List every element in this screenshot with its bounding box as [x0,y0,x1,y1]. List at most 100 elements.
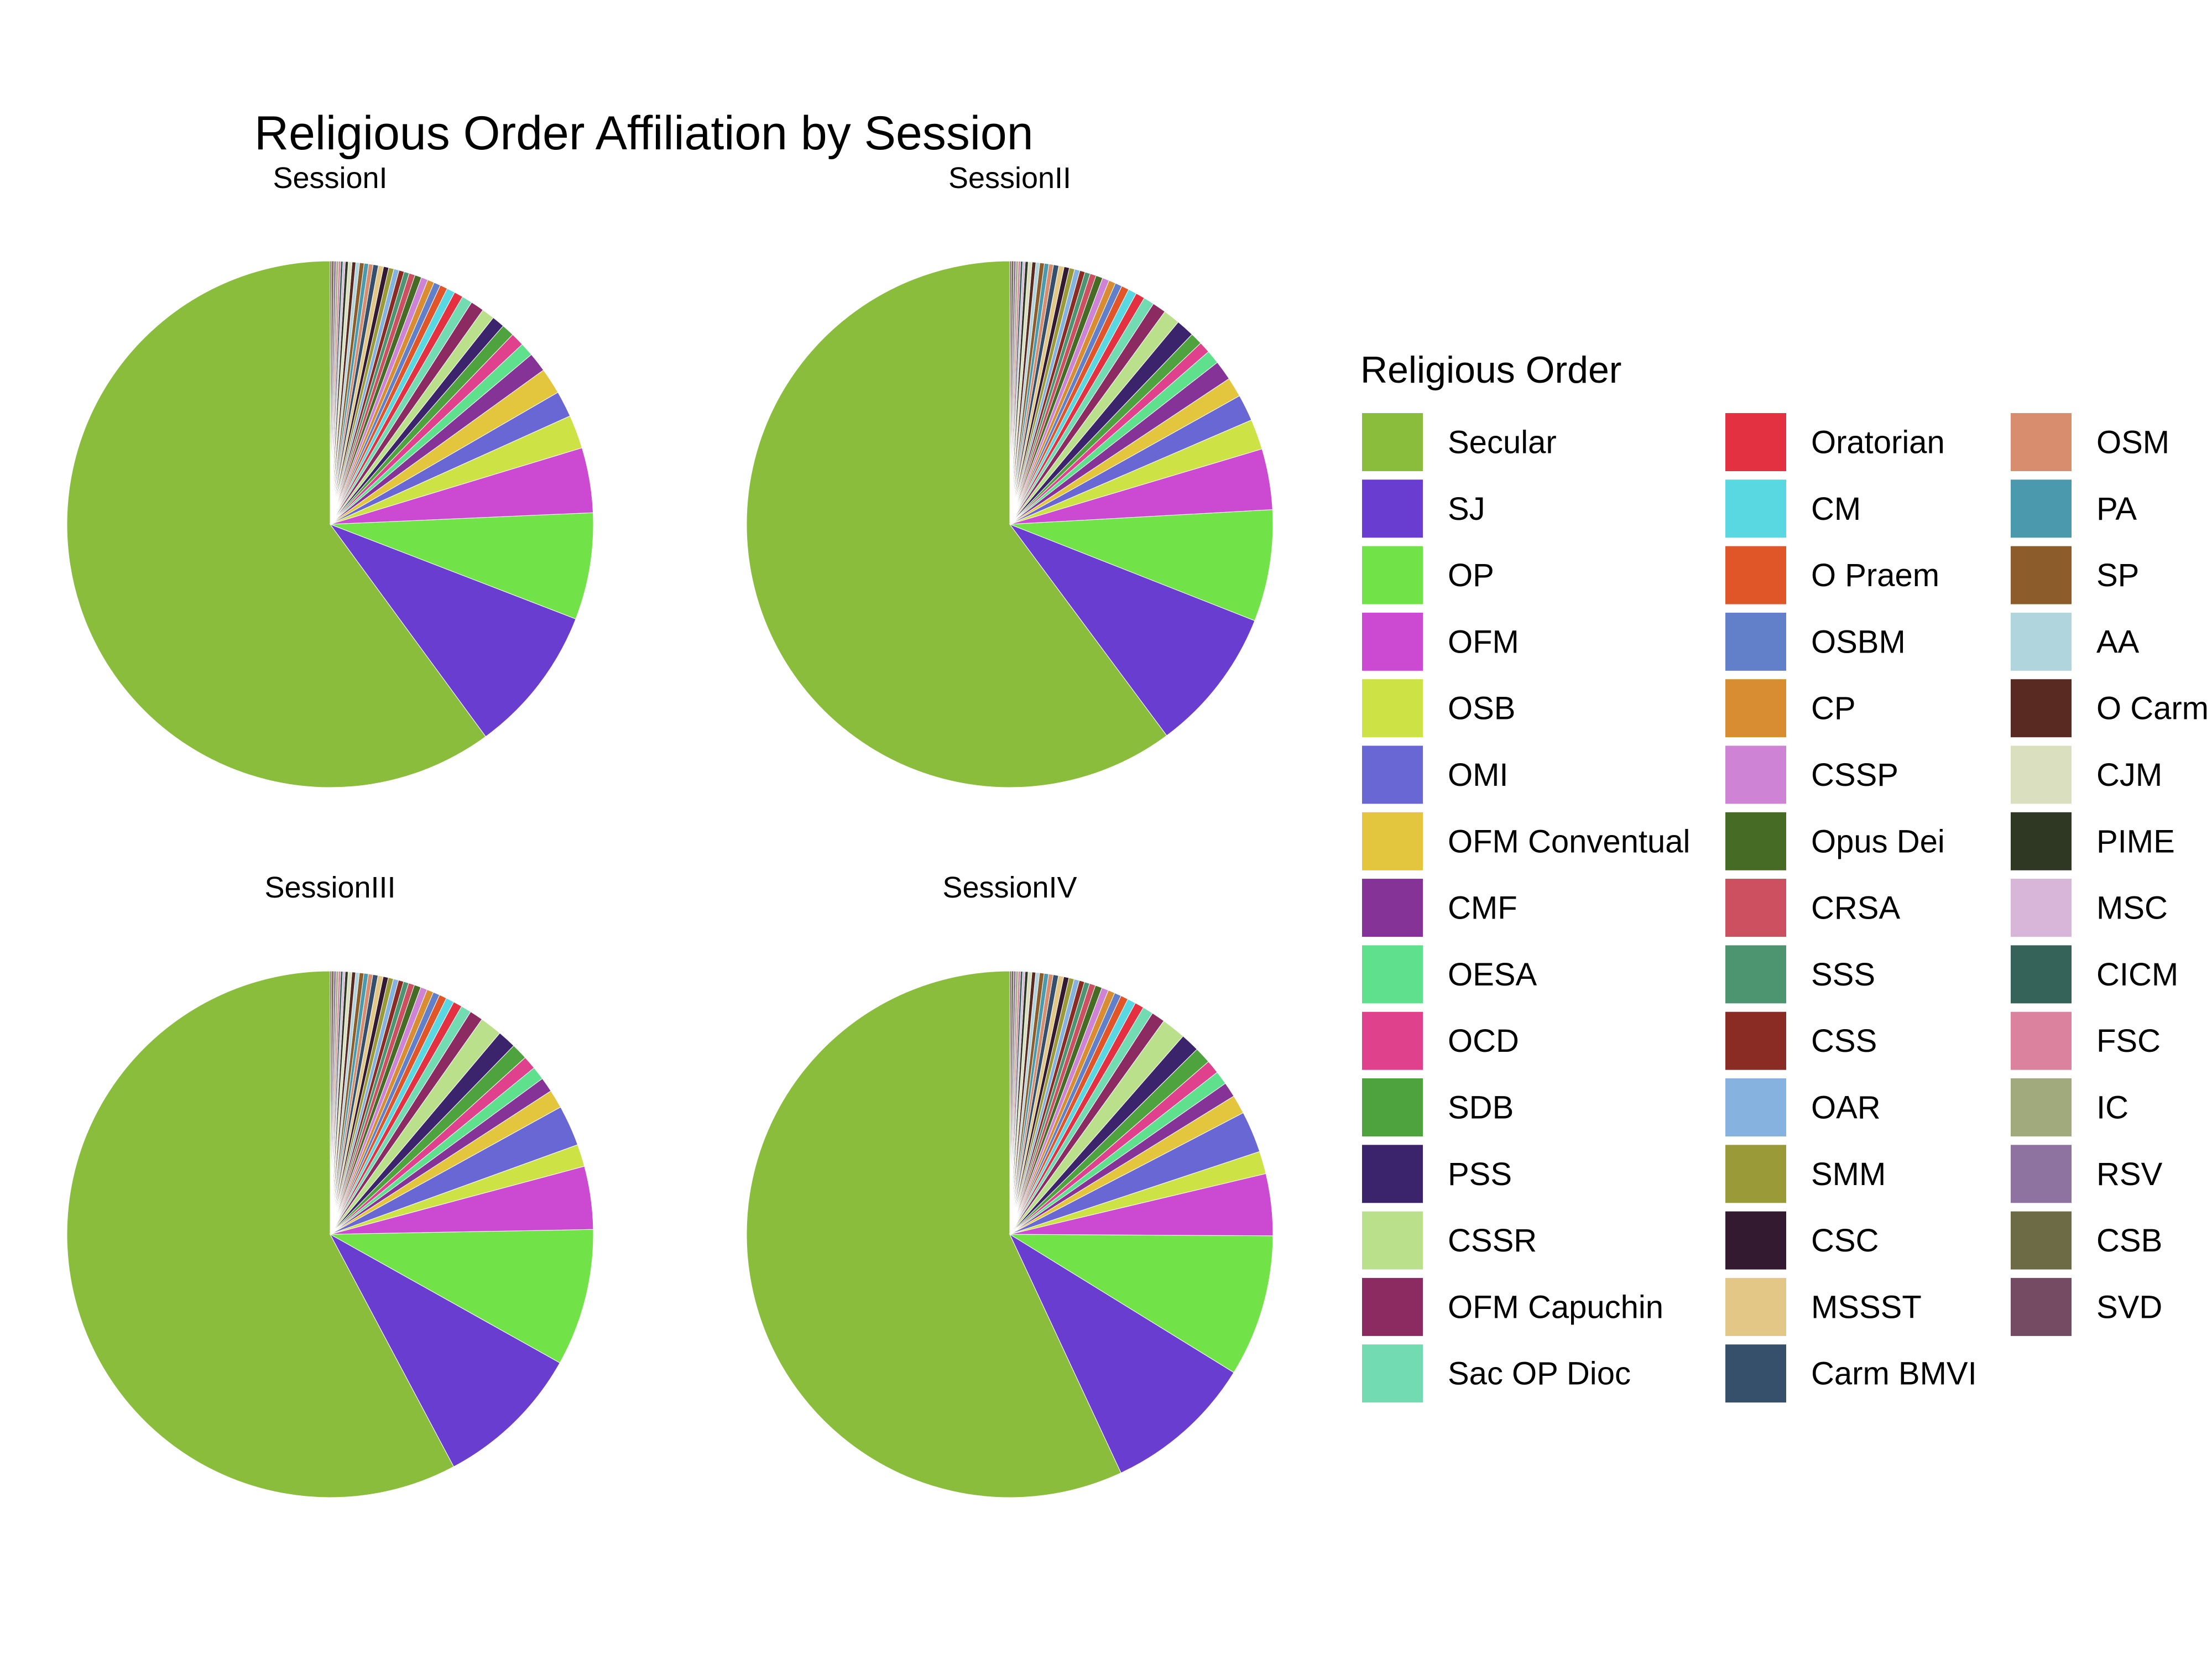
legend-swatch [2011,745,2072,804]
legend-item-cssp: CSSP [1725,745,1898,804]
legend-swatch [1362,1011,1423,1070]
pie-slice-sessioni-op [330,512,594,619]
legend-swatch [1725,679,1786,738]
legend-label: OAR [1811,1090,1881,1126]
legend-swatch [2011,1011,2072,1070]
legend-item-osb: OSB [1362,679,1516,738]
legend-label: CM [1811,491,1861,527]
legend-item-op: OP [1362,546,1494,604]
pie-slice-sessioniv-op [1009,1234,1274,1373]
legend-item-css: CSS [1725,1011,1877,1070]
legend-swatch [2011,1078,2072,1136]
legend-item-fsc: FSC [2011,1011,2161,1070]
pie-slice-sessioniii-sj [329,1233,561,1467]
panel-label-session-4: SessionIV [942,871,1077,904]
legend-item-crsa: CRSA [1725,879,1900,937]
legend-swatch [2011,945,2072,1004]
legend-label: CSS [1811,1023,1877,1059]
legend-item-o-carm: O Carm [2011,679,2209,738]
legend-label: OFM [1448,624,1519,660]
legend-label: Secular [1448,425,1557,461]
legend-swatch [1362,413,1423,471]
legend-swatch [1725,945,1786,1004]
legend-swatch [1725,1211,1786,1270]
legend-label: CJM [2096,757,2162,793]
legend-label: CP [1811,691,1856,727]
legend-swatch [1362,1211,1423,1270]
legend-item-sac-op-dioc: Sac OP Dioc [1362,1344,1631,1403]
legend-swatch [2011,879,2072,937]
legend-item-ofm-capuchin: OFM Capuchin [1362,1277,1663,1336]
legend-item-sdb: SDB [1362,1078,1514,1136]
legend-label: O Praem [1811,557,1939,593]
legend-label: FSC [2096,1023,2161,1059]
legend-item-cmf: CMF [1362,879,1517,937]
legend-label: OSM [2096,425,2169,461]
legend-item-pss: PSS [1362,1145,1512,1203]
legend-label: Opus Dei [1811,823,1945,859]
legend-label: CICM [2096,957,2178,993]
legend-item-sp: SP [2011,546,2139,604]
legend-item-svd: SVD [2011,1277,2162,1336]
legend-swatch [1725,745,1786,804]
legend-swatch [1725,1277,1786,1336]
legend-label: CSB [2096,1223,2162,1259]
legend-swatch [1362,679,1423,738]
legend-swatch [1362,812,1423,870]
legend-label: PA [2096,491,2137,527]
legend-item-ofm-conventual: OFM Conventual [1362,812,1690,870]
legend-swatch [1362,879,1423,937]
pie-slice-sessionii-sj [1009,523,1255,736]
legend-swatch [2011,413,2072,471]
legend-swatch [1362,745,1423,804]
legend-label: OFM Conventual [1448,823,1690,859]
legend-label: CMF [1448,890,1517,926]
legend-label: OMI [1448,757,1509,793]
legend-swatch [1362,1344,1423,1403]
pie-slice-sessioniii-op [329,1229,594,1364]
legend-item-oratorian: Oratorian [1725,413,1945,471]
legend-item-pa: PA [2011,479,2137,538]
legend-item-cp: CP [1725,679,1856,738]
legend-swatch [2011,479,2072,538]
legend-label: IC [2096,1090,2128,1126]
legend-title: Religious Order [1360,349,1621,391]
legend-swatch [2011,612,2072,671]
legend-swatch [1362,612,1423,671]
legend-swatch [2011,679,2072,738]
pie-slice-sessionii-secular [746,260,1167,788]
legend-label: MSSST [1811,1289,1922,1325]
legend-swatch [2011,546,2072,604]
legend-label: SVD [2096,1289,2162,1325]
legend-item-secular: Secular [1362,413,1557,471]
legend-item-osm: OSM [2011,413,2169,471]
legend-label: AA [2096,624,2140,660]
panel-label-session-2: SessionII [948,161,1071,195]
legend-label: SDB [1448,1090,1514,1126]
legend-item-mssst: MSSST [1725,1277,1922,1336]
legend-item-pime: PIME [2011,812,2175,870]
legend-item-cjm: CJM [2011,745,2162,804]
legend-item-ocd: OCD [1362,1011,1519,1070]
legend-swatch [1362,1277,1423,1336]
legend-item-csb: CSB [2011,1211,2162,1270]
legend-label: CSC [1811,1223,1879,1259]
legend-label: SMM [1811,1156,1886,1192]
legend-swatch [1362,546,1423,604]
legend-label: PSS [1448,1156,1512,1192]
legend-label: OESA [1448,957,1537,993]
legend-swatch [1362,479,1423,538]
legend-label: Oratorian [1811,425,1945,461]
chart-title: Religious Order Affiliation by Session [254,107,1034,160]
legend-item-aa: AA [2011,612,2140,671]
legend-item-carm-bmvi: Carm BMVI [1725,1344,1977,1403]
legend-label: O Carm [2096,691,2209,727]
legend-swatch [1362,945,1423,1004]
legend-swatch [2011,1211,2072,1270]
legend-swatch [1725,1344,1786,1403]
pie-panel-session-3: SessionIII [66,871,594,1498]
legend-item-o-praem: O Praem [1725,546,1939,604]
legend-item-sss: SSS [1725,945,1875,1004]
pie-slice-sessioniii-svd [330,971,332,1235]
